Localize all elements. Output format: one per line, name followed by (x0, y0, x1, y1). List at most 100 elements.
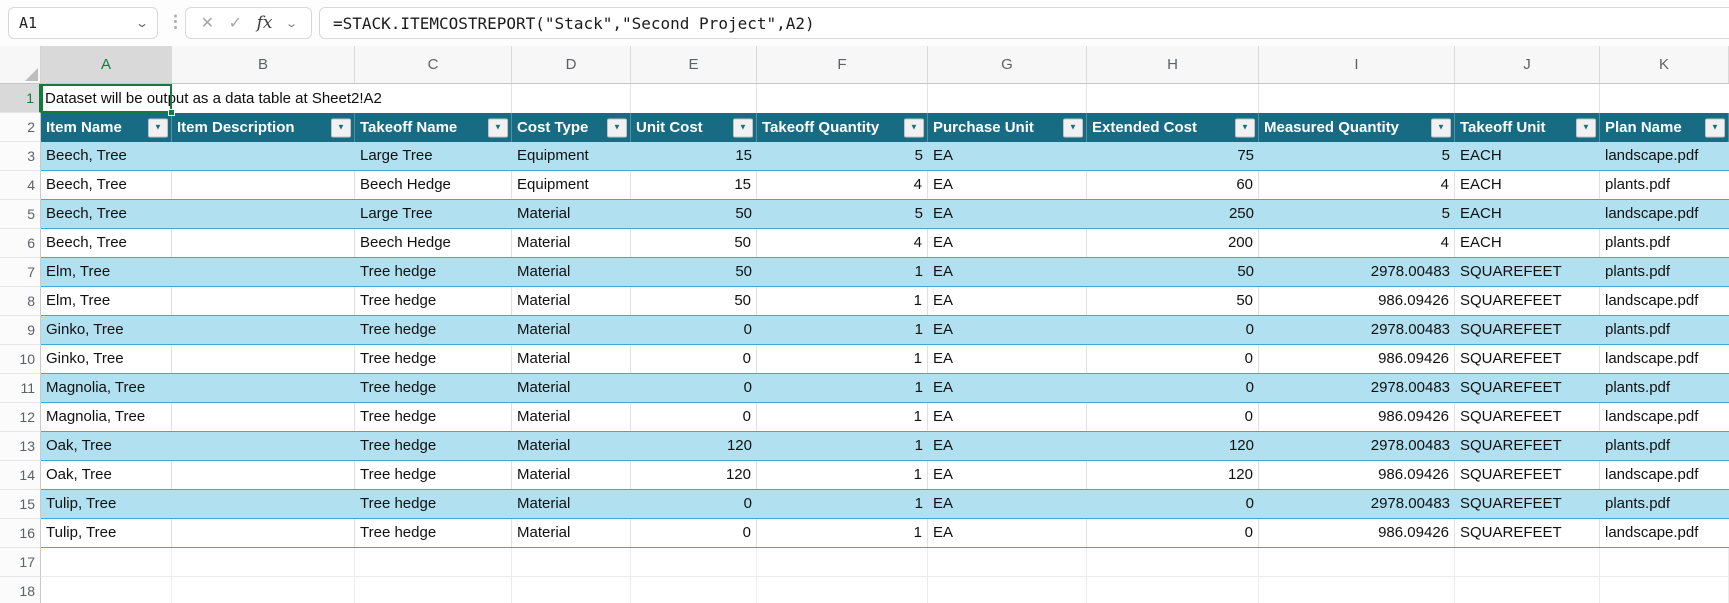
cell-D10[interactable]: Material (512, 345, 631, 373)
cell-E14[interactable]: 120 (631, 461, 757, 489)
row-header-12[interactable]: 12 (0, 403, 41, 432)
cell-C16[interactable]: Tree hedge (355, 519, 512, 547)
cell-E12[interactable]: 0 (631, 403, 757, 431)
cell-C3[interactable]: Large Tree (360, 147, 433, 164)
row-header-16[interactable]: 16 (0, 519, 41, 548)
cell-A17[interactable] (41, 548, 172, 576)
cell-E4[interactable]: 15 (631, 171, 757, 199)
cell-A3[interactable]: Beech, Tree (46, 147, 127, 164)
cell-E6[interactable]: 50 (631, 229, 757, 257)
name-box[interactable]: A1 ⌄ (8, 7, 158, 39)
cell-E3[interactable]: 15 (735, 147, 752, 164)
column-header-f[interactable]: F (757, 46, 928, 83)
cell-H1[interactable] (1087, 84, 1259, 113)
cell-A10[interactable]: Ginko, Tree (41, 345, 172, 373)
row-header-14[interactable]: 14 (0, 461, 41, 490)
cell-A8[interactable]: Elm, Tree (41, 287, 172, 315)
column-header-g[interactable]: G (928, 46, 1087, 83)
cell-J9[interactable]: SQUAREFEET (1460, 321, 1562, 338)
fill-handle[interactable] (168, 109, 175, 116)
cell-B13[interactable] (172, 432, 355, 460)
cell-D4[interactable]: Equipment (512, 171, 631, 199)
cell-F15[interactable]: 1 (914, 495, 923, 512)
column-header-i[interactable]: I (1259, 46, 1455, 83)
cell-K3[interactable]: landscape.pdf (1605, 147, 1699, 164)
filter-button-cost-type[interactable]: ▼ (607, 118, 627, 137)
cell-C11[interactable]: Tree hedge (360, 379, 437, 396)
cell-D16[interactable]: Material (512, 519, 631, 547)
cell-I7[interactable]: 2978.00483 (1370, 263, 1450, 280)
cell-B17[interactable] (172, 548, 355, 576)
cell-D9[interactable]: Material (517, 321, 571, 338)
cell-K16[interactable]: landscape.pdf (1605, 524, 1699, 541)
row-header-8[interactable]: 8 (0, 287, 41, 316)
cell-B7[interactable] (172, 258, 355, 286)
cell-H17[interactable] (1087, 548, 1259, 576)
insert-function-button[interactable]: fx (256, 13, 273, 33)
cell-H9[interactable]: 0 (1245, 321, 1254, 338)
cell-K18[interactable] (1600, 577, 1729, 603)
name-box-chevron-icon[interactable]: ⌄ (134, 16, 150, 30)
row-header-9[interactable]: 9 (0, 316, 41, 345)
cell-K7[interactable]: plants.pdf (1605, 263, 1671, 280)
cell-F3[interactable]: 5 (914, 147, 923, 164)
cell-G18[interactable] (928, 577, 1087, 603)
cell-B12[interactable] (172, 403, 355, 431)
select-all-corner[interactable] (0, 46, 41, 83)
cell-I1[interactable] (1259, 84, 1455, 113)
cell-K4[interactable]: plants.pdf (1605, 176, 1671, 193)
cell-A13[interactable]: Oak, Tree (46, 437, 112, 454)
cell-I5[interactable]: 5 (1441, 205, 1450, 222)
cell-A4[interactable]: Beech, Tree (41, 171, 172, 199)
cell-C10[interactable]: Tree hedge (355, 345, 512, 373)
cell-H11[interactable]: 0 (1245, 379, 1254, 396)
filter-button-item-name[interactable]: ▼ (148, 118, 168, 137)
cell-G6[interactable]: EA (928, 229, 1087, 257)
cell-B15[interactable] (172, 490, 355, 518)
cell-B16[interactable] (172, 519, 355, 547)
cell-I11[interactable]: 2978.00483 (1370, 379, 1450, 396)
cell-C8[interactable]: Tree hedge (355, 287, 512, 315)
row-header-6[interactable]: 6 (0, 229, 41, 258)
cell-F10[interactable]: 1 (757, 345, 928, 373)
cell-G11[interactable]: EA (933, 379, 954, 396)
cell-A14[interactable]: Oak, Tree (41, 461, 172, 489)
cell-G9[interactable]: EA (933, 321, 954, 338)
cell-H16[interactable]: 0 (1087, 519, 1259, 547)
cell-I18[interactable] (1259, 577, 1455, 603)
cell-I16[interactable]: 986.09426 (1259, 519, 1455, 547)
cell-K12[interactable]: landscape.pdf (1605, 408, 1699, 425)
cell-A12[interactable]: Magnolia, Tree (41, 403, 172, 431)
row-header-2[interactable]: 2 (0, 113, 41, 142)
filter-button-takeoff-quantity[interactable]: ▼ (904, 118, 924, 137)
cell-A16[interactable]: Tulip, Tree (41, 519, 172, 547)
cell-F6[interactable]: 4 (757, 229, 928, 257)
column-header-b[interactable]: B (172, 46, 355, 83)
cell-C1[interactable] (355, 84, 512, 113)
cell-B3[interactable] (172, 142, 355, 170)
cell-F12[interactable]: 1 (757, 403, 928, 431)
filter-button-purchase-unit[interactable]: ▼ (1063, 118, 1083, 137)
cell-F4[interactable]: 4 (757, 171, 928, 199)
cell-C7[interactable]: Tree hedge (360, 263, 437, 280)
cell-H3[interactable]: 75 (1237, 147, 1254, 164)
cell-I17[interactable] (1259, 548, 1455, 576)
cell-K13[interactable]: plants.pdf (1605, 437, 1671, 454)
cell-J5[interactable]: EACH (1460, 205, 1502, 222)
filter-button-takeoff-unit[interactable]: ▼ (1576, 118, 1596, 137)
row-header-11[interactable]: 11 (0, 374, 41, 403)
cell-E17[interactable] (631, 548, 757, 576)
cell-H10[interactable]: 0 (1087, 345, 1259, 373)
cell-J1[interactable] (1455, 84, 1600, 113)
cell-I9[interactable]: 2978.00483 (1370, 321, 1450, 338)
cell-D6[interactable]: Material (512, 229, 631, 257)
column-header-e[interactable]: E (631, 46, 757, 83)
cell-B18[interactable] (172, 577, 355, 603)
cell-J16[interactable]: SQUAREFEET (1455, 519, 1600, 547)
filter-button-item-description[interactable]: ▼ (331, 118, 351, 137)
cell-A7[interactable]: Elm, Tree (46, 263, 111, 280)
cell-J3[interactable]: EACH (1460, 147, 1502, 164)
filter-button-measured-quantity[interactable]: ▼ (1431, 118, 1451, 137)
cell-J13[interactable]: SQUAREFEET (1460, 437, 1562, 454)
cell-D8[interactable]: Material (512, 287, 631, 315)
